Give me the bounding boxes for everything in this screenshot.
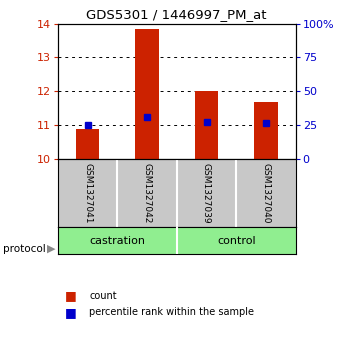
- Title: GDS5301 / 1446997_PM_at: GDS5301 / 1446997_PM_at: [86, 8, 267, 21]
- Bar: [135, 29, 159, 159]
- Text: count: count: [89, 291, 117, 301]
- Bar: [254, 102, 278, 159]
- Text: protocol: protocol: [4, 244, 46, 254]
- Text: GSM1327042: GSM1327042: [142, 163, 152, 223]
- Text: percentile rank within the sample: percentile rank within the sample: [89, 307, 254, 317]
- Text: castration: castration: [89, 236, 145, 245]
- Bar: [195, 91, 218, 159]
- Text: ■: ■: [65, 289, 77, 302]
- Text: GSM1327039: GSM1327039: [202, 163, 211, 223]
- Text: GSM1327040: GSM1327040: [261, 163, 271, 223]
- Bar: [76, 129, 99, 159]
- Text: ▶: ▶: [47, 244, 56, 254]
- Text: GSM1327041: GSM1327041: [83, 163, 92, 223]
- Text: control: control: [217, 236, 256, 245]
- Text: ■: ■: [65, 306, 77, 319]
